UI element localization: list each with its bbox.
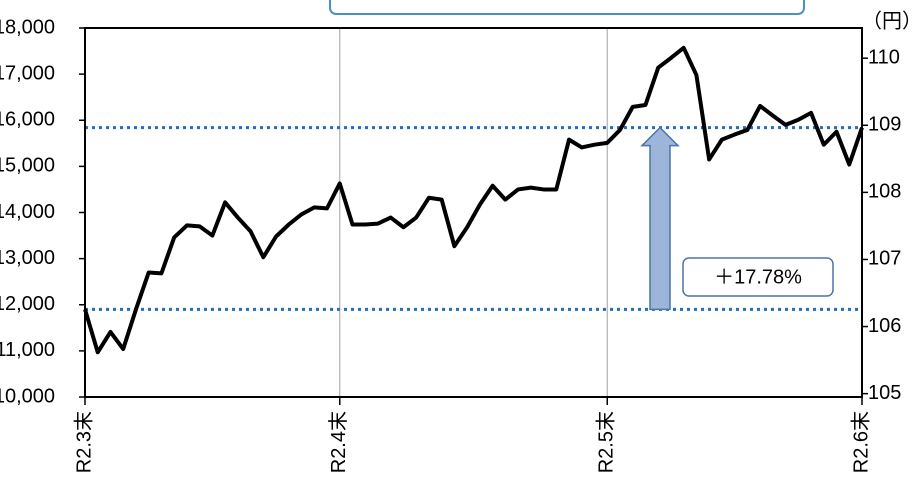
x-tick-label: R2.5末 xyxy=(595,411,618,473)
y2-tick-label: 107 xyxy=(868,248,901,270)
y2-tick-label: 106 xyxy=(868,315,901,337)
y2-axis-label: （円） xyxy=(862,9,916,32)
y2-tick-label: 110 xyxy=(868,46,900,68)
y2-tick-label: 109 xyxy=(868,114,901,136)
annotation-box xyxy=(682,257,834,297)
x-tick-label: R2.4末 xyxy=(327,411,350,473)
line-series xyxy=(83,45,864,355)
x-tick-label: R2.3末 xyxy=(72,411,95,473)
y-tick-label: 15,000 xyxy=(0,155,55,177)
plot-border xyxy=(84,27,863,398)
y-tick-label: 10,000 xyxy=(0,385,55,407)
y-tick-label: 14,000 xyxy=(0,201,55,223)
y-tick-label: 12,000 xyxy=(0,293,55,315)
title-box xyxy=(329,0,805,15)
arrow xyxy=(640,126,680,311)
x-tick-label: R2.6末 xyxy=(849,411,872,473)
y-tick-label: 18,000 xyxy=(0,16,55,38)
y2-tick-label: 108 xyxy=(868,181,901,203)
y-tick-label: 17,000 xyxy=(0,62,55,84)
y-tick-label: 13,000 xyxy=(0,247,55,269)
y2-tick-label: 105 xyxy=(868,382,901,404)
annotation: ＋17.78% xyxy=(714,266,802,288)
y-tick-label: 16,000 xyxy=(0,109,55,131)
y-tick-label: 11,000 xyxy=(0,339,55,361)
